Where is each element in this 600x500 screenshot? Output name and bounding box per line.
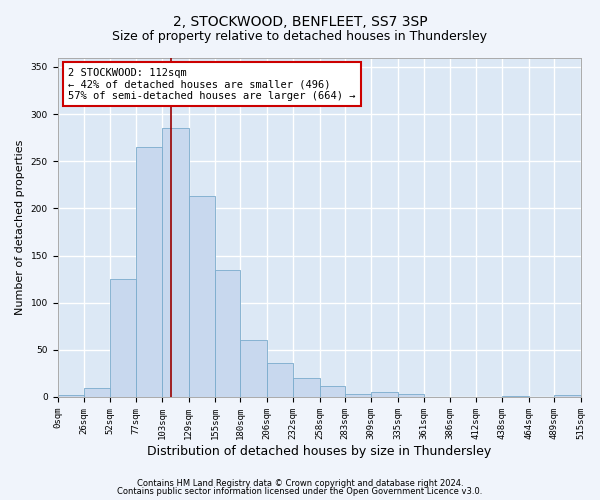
Bar <box>371 392 398 397</box>
Text: Contains public sector information licensed under the Open Government Licence v3: Contains public sector information licen… <box>118 487 482 496</box>
Y-axis label: Number of detached properties: Number of detached properties <box>15 140 25 315</box>
Bar <box>267 363 293 397</box>
Bar <box>293 378 320 397</box>
Bar <box>136 147 162 397</box>
Bar <box>188 196 215 397</box>
Bar <box>345 394 371 397</box>
Bar <box>84 388 110 397</box>
Bar <box>398 394 424 397</box>
Bar <box>110 279 136 397</box>
Bar <box>162 128 188 397</box>
Bar <box>554 395 581 397</box>
Text: Contains HM Land Registry data © Crown copyright and database right 2024.: Contains HM Land Registry data © Crown c… <box>137 478 463 488</box>
Text: Size of property relative to detached houses in Thundersley: Size of property relative to detached ho… <box>113 30 487 43</box>
Text: 2 STOCKWOOD: 112sqm
← 42% of detached houses are smaller (496)
57% of semi-detac: 2 STOCKWOOD: 112sqm ← 42% of detached ho… <box>68 68 355 101</box>
Bar <box>502 396 529 397</box>
Bar <box>241 340 267 397</box>
Text: 2, STOCKWOOD, BENFLEET, SS7 3SP: 2, STOCKWOOD, BENFLEET, SS7 3SP <box>173 15 427 29</box>
Bar <box>58 395 84 397</box>
Bar <box>320 386 345 397</box>
X-axis label: Distribution of detached houses by size in Thundersley: Distribution of detached houses by size … <box>147 444 491 458</box>
Bar <box>215 270 241 397</box>
